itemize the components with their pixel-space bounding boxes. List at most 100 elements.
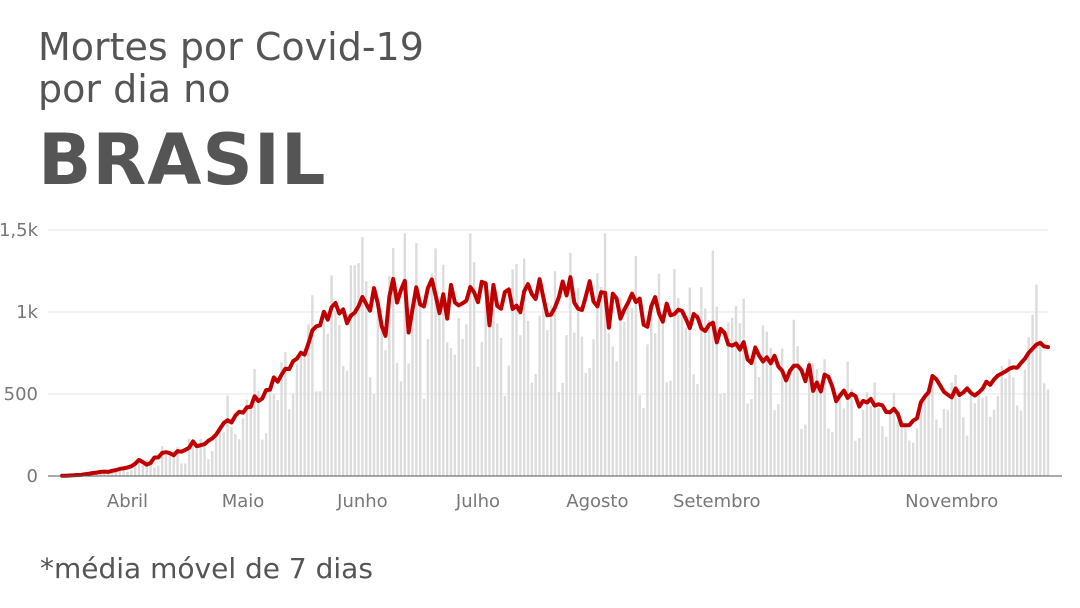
daily-bar bbox=[187, 438, 191, 476]
daily-bar bbox=[881, 426, 884, 476]
daily-bar bbox=[927, 389, 930, 476]
daily-bar bbox=[288, 409, 291, 476]
daily-bar bbox=[784, 375, 788, 476]
daily-bar bbox=[1000, 365, 1003, 476]
daily-bar bbox=[746, 403, 749, 476]
y-tick-label: 0 bbox=[27, 466, 38, 487]
daily-bar bbox=[172, 450, 175, 476]
daily-bar bbox=[311, 295, 314, 476]
daily-bar bbox=[357, 263, 360, 476]
daily-bar bbox=[245, 399, 249, 476]
daily-bar bbox=[781, 348, 784, 476]
daily-bar bbox=[268, 387, 272, 476]
daily-bars bbox=[60, 233, 1050, 476]
daily-bar bbox=[1042, 383, 1046, 476]
daily-bar bbox=[638, 395, 641, 476]
daily-bar bbox=[734, 305, 738, 476]
daily-bar bbox=[272, 394, 276, 476]
moving-average-line bbox=[60, 275, 1050, 478]
daily-bar bbox=[249, 406, 252, 476]
daily-bar bbox=[719, 394, 722, 476]
daily-bar bbox=[854, 440, 857, 476]
daily-bar bbox=[234, 434, 237, 476]
daily-bar bbox=[661, 318, 665, 476]
x-tick-label: Agosto bbox=[566, 491, 628, 512]
daily-bar bbox=[615, 361, 618, 476]
y-tick-label: 1,5k bbox=[0, 220, 39, 241]
daily-bar bbox=[419, 300, 422, 476]
daily-bar bbox=[395, 362, 399, 476]
daily-bar bbox=[149, 458, 152, 476]
daily-bar bbox=[992, 409, 996, 476]
daily-bar bbox=[665, 382, 668, 476]
daily-bar bbox=[580, 336, 584, 476]
daily-bar bbox=[160, 446, 164, 476]
daily-bar bbox=[788, 368, 792, 476]
daily-bar bbox=[923, 392, 926, 476]
daily-bar bbox=[877, 408, 880, 476]
daily-bar bbox=[365, 281, 368, 476]
title-line-1: Mortes por Covid-19 bbox=[38, 25, 424, 69]
daily-bar bbox=[985, 395, 988, 476]
daily-bar bbox=[542, 302, 545, 476]
daily-bar bbox=[218, 430, 222, 476]
daily-bar bbox=[345, 370, 349, 476]
daily-bar bbox=[1008, 359, 1011, 476]
daily-bar bbox=[338, 325, 341, 476]
daily-bar bbox=[1046, 389, 1050, 476]
daily-bar bbox=[407, 363, 410, 476]
footnote: *média móvel de 7 dias bbox=[40, 552, 373, 585]
daily-bar bbox=[584, 372, 588, 476]
daily-bar bbox=[592, 339, 595, 476]
daily-bar bbox=[711, 250, 715, 476]
daily-bar bbox=[819, 394, 822, 476]
daily-bar bbox=[969, 392, 973, 476]
daily-bar bbox=[191, 440, 195, 476]
daily-bar bbox=[842, 408, 846, 476]
daily-bar bbox=[935, 419, 938, 476]
daily-bar bbox=[977, 392, 980, 476]
daily-bar bbox=[1012, 377, 1015, 476]
daily-bar bbox=[326, 333, 329, 476]
daily-bar bbox=[569, 252, 572, 476]
daily-bar bbox=[199, 438, 202, 476]
daily-bar bbox=[511, 269, 514, 476]
daily-bar bbox=[264, 433, 268, 476]
daily-bar bbox=[291, 393, 295, 476]
daily-bar bbox=[453, 354, 457, 476]
daily-bar bbox=[465, 324, 468, 476]
daily-bar bbox=[330, 275, 333, 476]
daily-bar bbox=[526, 320, 530, 476]
title-line-2: por dia no bbox=[38, 67, 231, 111]
daily-bar bbox=[211, 451, 214, 476]
daily-bar bbox=[680, 309, 684, 476]
daily-bar bbox=[457, 318, 460, 476]
daily-bar bbox=[461, 338, 464, 476]
daily-bar bbox=[110, 471, 114, 476]
daily-bar bbox=[576, 288, 580, 476]
daily-bar bbox=[261, 439, 264, 476]
daily-bar bbox=[1039, 344, 1042, 476]
daily-bar bbox=[534, 373, 537, 476]
daily-bar bbox=[811, 363, 815, 476]
daily-bar bbox=[376, 310, 380, 476]
daily-bar bbox=[1015, 405, 1019, 476]
x-tick-label: Julho bbox=[455, 491, 500, 512]
daily-bar bbox=[912, 442, 915, 476]
daily-bar bbox=[931, 375, 934, 476]
daily-bar bbox=[653, 333, 657, 476]
daily-bar bbox=[723, 393, 726, 476]
daily-bar bbox=[222, 432, 225, 476]
daily-bar bbox=[553, 271, 557, 476]
daily-bar bbox=[403, 233, 406, 476]
daily-bar bbox=[522, 258, 526, 476]
daily-bar bbox=[938, 428, 942, 476]
daily-bar bbox=[469, 233, 472, 476]
daily-bar bbox=[804, 424, 807, 476]
daily-bar bbox=[981, 398, 984, 476]
daily-bar bbox=[954, 374, 957, 476]
daily-bar bbox=[226, 395, 229, 476]
daily-bar bbox=[989, 416, 992, 476]
x-tick-label: Novembro bbox=[905, 491, 998, 512]
daily-bar bbox=[130, 470, 133, 476]
